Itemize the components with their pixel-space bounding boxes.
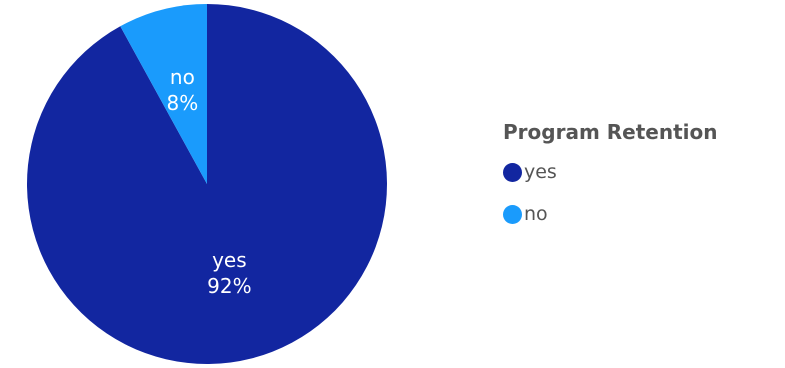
legend-item-yes[interactable]: yes [503, 158, 773, 186]
legend-label-yes: yes [524, 161, 557, 183]
slice-label-yes: yes [212, 248, 247, 272]
legend: Program Retention yes no [503, 118, 773, 242]
legend-item-no[interactable]: no [503, 200, 773, 228]
slice-percent-no: 8% [167, 91, 199, 115]
slice-label-no: no [170, 65, 195, 89]
slice-percent-yes: 92% [207, 274, 251, 298]
legend-marker-yes [503, 162, 522, 182]
legend-marker-no [503, 204, 522, 224]
legend-title: Program Retention [503, 120, 718, 144]
pie-slice-no[interactable] [120, 3, 207, 184]
pie-slice-yes[interactable] [26, 4, 388, 365]
legend-label-no: no [524, 203, 548, 225]
